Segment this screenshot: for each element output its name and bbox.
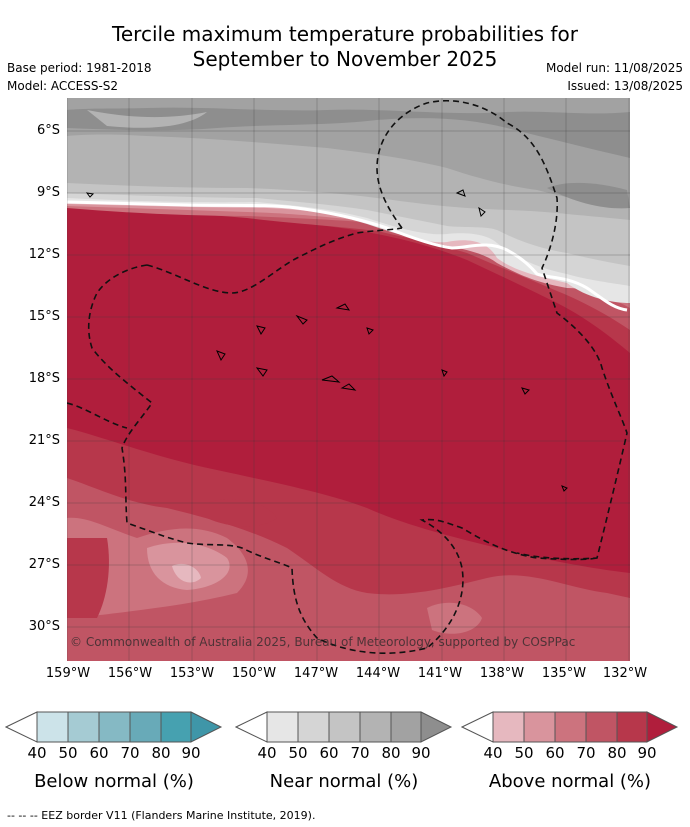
cbar-near-swatch-3 bbox=[329, 712, 360, 742]
lon-label-135w: 135°W bbox=[541, 666, 587, 681]
lon-label-159w: 159°W bbox=[45, 666, 91, 681]
lon-label-156w: 156°W bbox=[107, 666, 153, 681]
lon-label-147w: 147°W bbox=[293, 666, 339, 681]
cbar-near-tick: 60 bbox=[319, 744, 339, 762]
cbar-above-low-arrow bbox=[461, 711, 494, 743]
category-boundary bbox=[67, 200, 628, 312]
cbar-above-tick: 80 bbox=[607, 744, 627, 762]
cbar-near-swatch-2 bbox=[298, 712, 329, 742]
cbar-below-swatch-2 bbox=[68, 712, 99, 742]
eez-north-link bbox=[146, 227, 403, 294]
region-above-80-west bbox=[67, 538, 109, 618]
cbar-below-tick: 50 bbox=[58, 744, 78, 762]
eez-french-polynesia-east bbox=[376, 99, 628, 560]
lon-label-141w: 141°W bbox=[417, 666, 463, 681]
lat-label-18s: 18°S bbox=[28, 371, 60, 386]
cbar-above-tick: 90 bbox=[637, 744, 657, 762]
colorbar-below-normal bbox=[5, 711, 223, 743]
eez-legend-footer: -- -- -- EEZ border V11 (Flanders Marine… bbox=[7, 809, 316, 822]
map-title: Tercile maximum temperature probabilitie… bbox=[0, 22, 690, 72]
lon-label-150w: 150°W bbox=[231, 666, 277, 681]
region-near-70-top bbox=[87, 110, 207, 128]
eez-cook-islands-south bbox=[87, 264, 598, 654]
eez-borders bbox=[67, 99, 628, 654]
region-near-90-east bbox=[547, 182, 630, 209]
cbar-below-tick: 80 bbox=[151, 744, 171, 762]
cbar-near-tick: 40 bbox=[257, 744, 277, 762]
base-period: Base period: 1981-2018 bbox=[7, 61, 152, 75]
cbar-below-tick: 60 bbox=[89, 744, 109, 762]
lon-label-138w: 138°W bbox=[479, 666, 525, 681]
region-above-80-mid bbox=[207, 498, 277, 527]
cbar-near-swatch-5 bbox=[391, 712, 421, 742]
cbar-above-tick: 50 bbox=[514, 744, 534, 762]
cbar-below-high-arrow bbox=[190, 711, 223, 743]
lon-label-132w: 132°W bbox=[602, 666, 648, 681]
issued-date: Issued: 13/08/2025 bbox=[567, 79, 683, 93]
probability-map bbox=[67, 98, 630, 661]
cbar-above-tick: 70 bbox=[576, 744, 596, 762]
cbar-above-swatch-1 bbox=[493, 712, 524, 742]
lat-label-9s: 9°S bbox=[36, 185, 60, 200]
cbar-near-tick: 70 bbox=[350, 744, 370, 762]
cbar-below-swatch-4 bbox=[130, 712, 161, 742]
cbar-above-swatch-2 bbox=[524, 712, 555, 742]
region-near-80-top bbox=[67, 98, 630, 114]
region-above-60-south bbox=[427, 602, 482, 634]
lat-label-21s: 21°S bbox=[28, 433, 60, 448]
model-run: Model run: 11/08/2025 bbox=[545, 61, 683, 75]
cbar-below-swatch-1 bbox=[37, 712, 68, 742]
cbar-near-tick: 80 bbox=[381, 744, 401, 762]
cbar-above-high-arrow bbox=[646, 711, 679, 743]
cbar-near-swatch-1 bbox=[267, 712, 298, 742]
cbar-near-tick: 90 bbox=[411, 744, 431, 762]
cbar-above-tick: 40 bbox=[483, 744, 503, 762]
lat-label-24s: 24°S bbox=[28, 495, 60, 510]
lon-label-144w: 144°W bbox=[355, 666, 401, 681]
lat-label-27s: 27°S bbox=[28, 557, 60, 572]
cbar-below-tick: 90 bbox=[181, 744, 201, 762]
cbar-below-swatch-3 bbox=[99, 712, 130, 742]
region-above-70-south bbox=[67, 478, 630, 661]
map-canvas: © Commonwealth of Australia 2025, Bureau… bbox=[67, 98, 630, 661]
lat-label-6s: 6°S bbox=[36, 123, 60, 138]
lat-label-12s: 12°S bbox=[28, 247, 60, 262]
cbar-below-tick: 70 bbox=[120, 744, 140, 762]
cbar-near-swatch-4 bbox=[360, 712, 391, 742]
cbar-above-swatch-5 bbox=[617, 712, 647, 742]
graticule bbox=[67, 98, 630, 661]
lat-label-30s: 30°S bbox=[28, 619, 60, 634]
colorbar-above-normal bbox=[461, 711, 679, 743]
copyright-notice: © Commonwealth of Australia 2025, Bureau… bbox=[70, 635, 576, 649]
model-name: Model: ACCESS-S2 bbox=[7, 79, 119, 93]
cbar-below-low-arrow bbox=[5, 711, 38, 743]
lon-label-153w: 153°W bbox=[169, 666, 215, 681]
cbar-near-tick: 50 bbox=[288, 744, 308, 762]
cbar-title-near: Near normal (%) bbox=[269, 771, 419, 792]
cbar-below-tick: 40 bbox=[27, 744, 47, 762]
meta-left: Base period: 1981-2018 Model: ACCESS-S2 bbox=[7, 59, 152, 95]
lat-label-15s: 15°S bbox=[28, 309, 60, 324]
title-line-1: Tercile maximum temperature probabilitie… bbox=[112, 22, 578, 46]
colorbar-near-normal bbox=[235, 711, 453, 743]
eez-west-fragment bbox=[67, 402, 128, 429]
islands bbox=[85, 189, 568, 492]
cbar-title-below: Below normal (%) bbox=[34, 771, 194, 792]
cbar-above-tick: 60 bbox=[545, 744, 565, 762]
cbar-above-swatch-3 bbox=[555, 712, 586, 742]
cbar-title-above: Above normal (%) bbox=[488, 771, 652, 792]
region-above-40-sw bbox=[172, 563, 201, 583]
title-line-2: September to November 2025 bbox=[192, 47, 498, 71]
region-near-90 bbox=[67, 98, 630, 158]
cbar-above-swatch-4 bbox=[586, 712, 617, 742]
cbar-near-low-arrow bbox=[235, 711, 268, 743]
meta-right: Model run: 11/08/2025 Issued: 13/08/2025 bbox=[546, 59, 683, 95]
cbar-near-high-arrow bbox=[420, 711, 453, 743]
cbar-below-swatch-5 bbox=[161, 712, 191, 742]
